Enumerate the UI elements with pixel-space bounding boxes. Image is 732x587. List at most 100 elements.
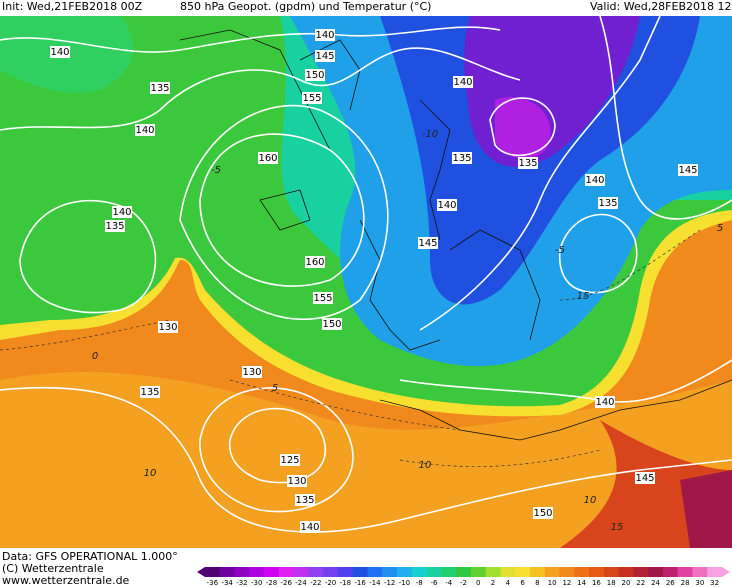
colorbar-cell — [500, 567, 516, 577]
label-box — [418, 237, 438, 249]
label-box — [135, 124, 155, 136]
colorbar-cell — [515, 567, 531, 577]
colorbar-tick-label: -36 — [207, 579, 219, 587]
colorbar-cell — [677, 567, 693, 577]
temperature-label: 5 — [272, 383, 278, 394]
valid-label: Valid: Wed,28FEB2018 12Z — [590, 0, 732, 13]
colorbar-tick-label: 22 — [636, 579, 645, 587]
label-box — [287, 475, 307, 487]
colorbar-tick-label: 8 — [535, 579, 539, 587]
colorbar-tick-label: -16 — [354, 579, 366, 587]
colorbar-tick-label: -10 — [399, 579, 410, 587]
colorbar-cell — [426, 567, 442, 577]
colorbar-tick-label: 30 — [695, 579, 704, 587]
colorbar-cell — [544, 567, 561, 577]
url: www.wetterzentrale.de — [2, 574, 130, 587]
geopotential-label: 140 — [437, 200, 456, 211]
geopotential-label: 160 — [305, 257, 324, 268]
colorbar-tick-label: -24 — [295, 579, 307, 587]
geopotential-label: 135 — [295, 495, 314, 506]
label-box — [302, 92, 322, 104]
label-box — [305, 69, 325, 81]
label-box — [595, 396, 615, 408]
geopotential-label: 135 — [452, 153, 471, 164]
geopotential-label: 130 — [158, 322, 177, 333]
geopotential-label: 140 — [300, 522, 319, 533]
colorbar-cell — [293, 567, 309, 577]
colorbar-tick-label: 14 — [577, 579, 586, 587]
colorbar-tick-label: 26 — [666, 579, 675, 587]
geopotential-label: 155 — [302, 93, 321, 104]
geopotential-label: 155 — [313, 293, 332, 304]
colorbar-tick-label: 20 — [622, 579, 631, 587]
colorbar-cell — [692, 567, 708, 577]
label-box — [112, 206, 132, 218]
colorbar-cell — [278, 567, 295, 577]
geopotential-label: 145 — [678, 165, 697, 176]
colorbar-cell — [589, 567, 605, 577]
colorbar-cell — [411, 567, 428, 577]
colorbar-arrow-right — [722, 567, 730, 577]
colorbar-cell — [205, 567, 221, 577]
colorbar-cell — [529, 567, 546, 577]
geopotential-label: 130 — [287, 476, 306, 487]
colorbar-tick-label: 16 — [592, 579, 601, 587]
colorbar-tick-label: 6 — [520, 579, 525, 587]
colorbar-tick-label: -28 — [266, 579, 277, 587]
colorbar-cell — [234, 567, 250, 577]
colorbar-tick-label: 18 — [607, 579, 616, 587]
colorbar-cell — [249, 567, 265, 577]
label-box — [585, 174, 605, 186]
geopotential-label: 135 — [140, 387, 159, 398]
geopotential-label: 145 — [418, 238, 437, 249]
colorbar-tick-label: 28 — [681, 579, 690, 587]
colorbar-tick-label: 0 — [476, 579, 480, 587]
geopotential-label: 140 — [135, 125, 154, 136]
colorbar-tick-label: -30 — [251, 579, 262, 587]
colorbar-cell — [456, 567, 472, 577]
colorbar-cell — [308, 567, 324, 577]
temperature-label: 10 — [144, 468, 157, 479]
temperature-label: -5 — [211, 165, 221, 176]
colorbar-cell — [264, 567, 280, 577]
colorbar-cell — [352, 567, 368, 577]
label-box — [305, 256, 325, 268]
colorbar-tick-label: -8 — [416, 579, 423, 587]
label-box — [678, 164, 698, 176]
colorbar-cell — [707, 567, 723, 577]
label-box — [437, 199, 457, 211]
temperature-label: 15 — [577, 291, 590, 302]
label-box — [598, 197, 618, 209]
label-box — [315, 50, 335, 62]
geopotential-label: 135 — [150, 83, 169, 94]
label-box — [322, 318, 342, 330]
colorbar-arrow-left — [197, 567, 205, 577]
init-label: Init: Wed,21FEB2018 00Z — [2, 0, 143, 13]
colorbar-cell — [633, 567, 649, 577]
colorbar-cell — [648, 567, 664, 577]
temperature-label: 10 — [584, 495, 597, 506]
label-box — [295, 494, 315, 506]
colorbar-cell — [485, 567, 501, 577]
colorbar-cell — [219, 567, 236, 577]
label-box — [453, 76, 473, 88]
colorbar-cell — [470, 567, 487, 577]
colorbar-tick-label: -34 — [221, 579, 233, 587]
colorbar: -36 -34 -32 -30 -28 -26 -24 -22 -20 -18 -16 -14 -12-… — [197, 567, 730, 587]
geopotential-label: 135 — [105, 221, 124, 232]
label-box — [315, 29, 335, 41]
colorbar-tick-label: -32 — [236, 579, 247, 587]
temperature-label: 0 — [92, 351, 98, 362]
geopotential-label: 140 — [595, 397, 614, 408]
colorbar-tick-label: 10 — [548, 579, 557, 587]
data-source: Data: GFS OPERATIONAL 1.000° — [2, 550, 178, 563]
colorbar-tick-label: -2 — [460, 579, 467, 587]
label-box — [258, 152, 278, 164]
colorbar-cell — [574, 567, 590, 577]
colorbar-tick-label: -12 — [384, 579, 395, 587]
colorbar-cell — [397, 567, 413, 577]
geopotential-label: 145 — [635, 473, 654, 484]
colorbar-cell — [337, 567, 354, 577]
